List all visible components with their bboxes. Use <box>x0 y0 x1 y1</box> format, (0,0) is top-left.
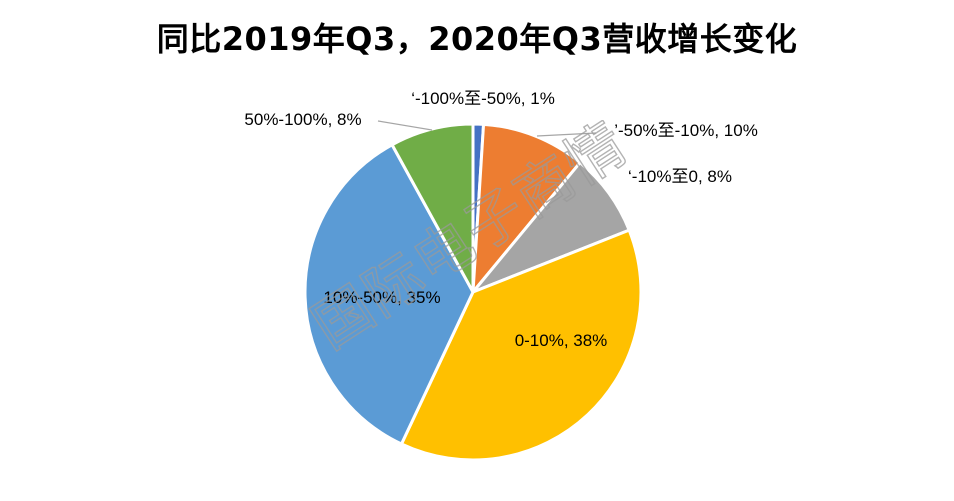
slice-labels: ‘-100%至-50%, 1% ’-50%至-10%, 10% ‘-10%至0, 8… <box>244 89 757 350</box>
leader-line-6 <box>377 120 433 131</box>
pie-slice-5 <box>303 143 475 446</box>
slice-label-1: ‘-100%至-50%, 1% <box>411 89 555 108</box>
leader-lines <box>377 120 597 137</box>
slice-label-6: 50%-100%, 8% <box>244 110 361 129</box>
chart-title: 同比2019年Q3，2020年Q3营收增长变化 <box>156 20 798 58</box>
slice-label-4: 0-10%, 38% <box>515 331 608 350</box>
pie-slice-2 <box>471 122 582 294</box>
pie-slices <box>303 122 643 462</box>
slice-label-2: ’-50%至-10%, 10% <box>614 121 758 140</box>
pie-slice-4 <box>399 228 643 462</box>
slice-label-5: 10%-50%, 35% <box>323 288 440 307</box>
slice-label-3: ‘-10%至0, 8% <box>628 167 732 186</box>
leader-line-2 <box>536 132 597 137</box>
